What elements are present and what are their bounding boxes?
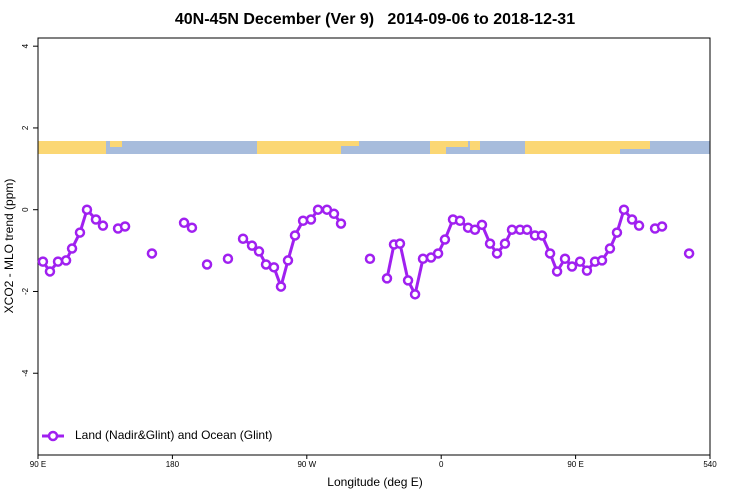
data-point	[618, 204, 630, 215]
data-point	[476, 219, 488, 231]
y-tick-label: -2	[21, 287, 30, 295]
data-point	[559, 253, 571, 265]
data-point	[66, 243, 78, 254]
plot-frame	[37, 37, 711, 456]
data-point	[37, 256, 49, 267]
data-point	[119, 221, 131, 232]
data-point	[656, 221, 668, 232]
data-point	[335, 218, 347, 229]
data-point	[289, 230, 301, 241]
data-point	[439, 234, 451, 245]
legend-marker	[47, 430, 59, 442]
data-point	[312, 204, 324, 215]
land-band	[38, 141, 106, 154]
land-band	[525, 141, 620, 154]
data-point	[237, 233, 249, 244]
x-tick-label: 0	[439, 460, 444, 469]
data-point	[246, 240, 258, 251]
data-point	[626, 214, 638, 225]
data-point	[402, 275, 414, 286]
x-tick-label: 90 W	[297, 460, 316, 469]
data-point	[90, 214, 102, 225]
y-tick-label: 2	[21, 125, 30, 130]
data-point	[454, 215, 466, 226]
data-point	[521, 224, 533, 235]
data-point	[253, 246, 265, 257]
data-point	[178, 217, 190, 229]
y-axis-label: XCO2 - MLO trend (ppm)	[2, 179, 16, 314]
data-point	[506, 224, 518, 235]
data-point	[297, 215, 309, 226]
data-point	[409, 289, 421, 300]
x-tick-label: 90 E	[30, 460, 46, 469]
data-point	[201, 259, 213, 270]
x-axis-label: Longitude (deg E)	[327, 475, 422, 489]
data-point	[74, 227, 86, 238]
data-point	[417, 253, 429, 265]
data-point	[52, 256, 64, 267]
data-point	[469, 224, 481, 235]
data-point	[282, 255, 294, 266]
data-point	[499, 238, 511, 249]
data-point	[222, 253, 234, 265]
data-point	[683, 248, 695, 259]
y-tick-label: -4	[21, 369, 30, 377]
land-band	[341, 141, 359, 146]
land-band	[470, 141, 480, 150]
data-point	[536, 230, 548, 241]
data-point	[394, 238, 406, 249]
land-band	[430, 141, 446, 154]
legend-label: Land (Nadir&Glint) and Ocean (Glint)	[75, 428, 272, 442]
legend: Land (Nadir&Glint) and Ocean (Glint)	[42, 428, 272, 442]
data-point	[381, 273, 393, 284]
data-point	[146, 248, 158, 259]
x-tick-label: 540	[703, 460, 717, 469]
data-point	[633, 220, 645, 231]
data-point	[97, 220, 109, 231]
x-tick-label: 180	[166, 460, 180, 469]
land-band	[446, 141, 468, 147]
data-point	[305, 214, 317, 225]
data-point	[551, 266, 563, 277]
data-point	[596, 255, 608, 266]
data-point	[581, 265, 593, 276]
data-point	[81, 204, 93, 215]
data-point	[544, 248, 556, 259]
land-band	[620, 141, 650, 149]
data-point	[432, 248, 444, 259]
land-band	[257, 141, 341, 154]
data-point	[491, 248, 503, 259]
data-point	[364, 253, 376, 265]
data-point	[60, 255, 72, 266]
data-point	[604, 243, 616, 254]
data-point	[328, 208, 340, 220]
data-point	[275, 281, 287, 292]
data-point	[611, 227, 623, 238]
y-tick-label: 4	[21, 43, 30, 48]
chart-title: 40N-45N December (Ver 9) 2014-09-06 to 2…	[175, 11, 575, 28]
y-tick-label: 0	[21, 207, 30, 212]
data-point	[566, 261, 578, 272]
data-point	[186, 222, 198, 233]
x-tick-label: 90 E	[567, 460, 583, 469]
data-point	[574, 256, 586, 267]
land-band	[110, 141, 122, 147]
data-point	[44, 266, 56, 277]
land-ocean-band	[38, 141, 710, 154]
data-point	[268, 262, 280, 273]
series	[37, 204, 695, 300]
data-point	[484, 238, 496, 249]
